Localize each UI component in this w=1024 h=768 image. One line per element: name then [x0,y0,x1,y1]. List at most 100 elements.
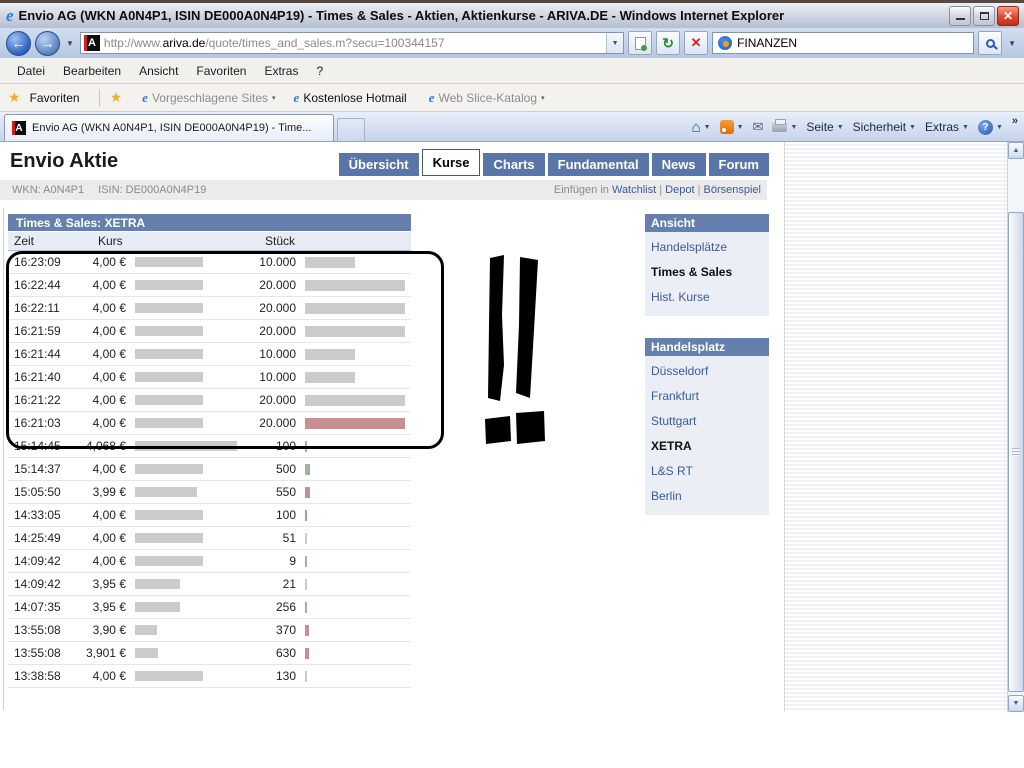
trade-price: 4,00 € [92,347,126,361]
annotation-exclamation-marks [485,255,545,444]
menu-item[interactable]: Favoriten [196,63,247,78]
favorites-bar-item[interactable]: e Kostenlose Hotmail [293,89,407,105]
search-options-caret-icon[interactable]: ▼ [1008,38,1016,48]
close-button[interactable]: ✕ [997,5,1019,26]
isin-value: ISIN: DE000A0N4P19 [98,184,207,196]
feeds-button[interactable]: ▼ [719,120,744,134]
trade-price: 4,00 € [92,531,126,545]
volume-bar [305,533,307,544]
table-header-row: Zeit Kurs Stück [8,232,411,251]
recent-pages-caret-icon[interactable]: ▼ [66,38,74,48]
menu-item[interactable]: Datei [17,63,46,78]
volume-bar [305,510,307,521]
favorites-bar-item[interactable]: e Vorgeschlagene Sites ▾ [142,89,276,105]
url-dropdown-caret-icon[interactable]: ▼ [606,33,624,53]
trade-volume: 20.000 [259,324,296,338]
ariva-favicon: A [83,35,100,51]
trade-price: 4,00 € [92,393,126,407]
column-header-kurs: Kurs [98,234,123,248]
trade-time: 14:09:42 [14,554,61,568]
forward-button[interactable]: → [35,30,60,56]
trade-time: 13:38:58 [14,669,61,683]
page-tabs: Übersicht Kurse Charts Fundamental News Forum [338,149,769,176]
new-tab-stub[interactable] [337,118,365,141]
restore-button[interactable] [973,5,995,26]
price-bar [135,372,203,382]
insert-link[interactable]: Depot [665,184,703,196]
sidebar-item[interactable]: XETRA [651,439,692,453]
price-bar [135,556,203,566]
sidebar-item[interactable]: Stuttgart [651,414,697,428]
trade-time: 16:21:40 [14,370,61,384]
page-tab[interactable]: Forum [708,153,769,176]
price-bar [135,395,203,405]
insert-link[interactable]: Börsenspiel [703,184,761,196]
trade-price: 4,00 € [92,255,126,269]
toolbar-overflow-button[interactable]: » [1011,115,1018,127]
sidebar-item[interactable]: L&S RT [651,464,693,478]
minimize-button[interactable] [949,5,971,26]
stop-button[interactable]: ✕ [684,31,709,55]
sidebar-item[interactable]: Frankfurt [651,389,700,403]
menu-item[interactable]: Extras [264,63,299,78]
restore-icon [979,11,989,20]
back-button[interactable]: ← [6,30,31,56]
read-mail-button[interactable]: ✉ [753,119,764,135]
trade-price: 3,99 € [92,485,126,499]
command-bar-button[interactable]: Extras ▼ [924,120,969,134]
table-row: 15:14:37 4,00 € 500 [8,458,411,481]
window-title: Envio AG (WKN A0N4P1, ISIN DE000A0N4P19)… [18,8,785,23]
volume-bar [305,395,405,406]
menu-bar: Datei Bearbeiten Ansicht Favoriten Extras? [0,58,1024,84]
search-input[interactable]: FINANZEN [712,32,975,54]
page-tab[interactable]: Übersicht [338,153,419,176]
scroll-up-button[interactable]: ▲ [1008,142,1024,159]
sidebar-item[interactable]: Berlin [651,489,682,503]
magnifier-icon [985,38,995,48]
scrollbar-thumb[interactable] [1008,212,1024,692]
browser-tab[interactable]: A Envio AG (WKN A0N4P1, ISIN DE000A0N4P1… [4,114,334,141]
search-button[interactable] [978,31,1003,55]
content-left-rule [3,208,4,710]
page-content: Envio Aktie Übersicht Kurse Charts Fundamen… [0,142,783,712]
add-favorite-button[interactable]: ★ [110,89,128,107]
price-bar [135,257,203,267]
address-bar[interactable]: A http://www.ariva.de/quote/times_and_sa… [79,32,625,54]
dropdown-caret-icon: ▼ [703,123,711,131]
table-row: 14:33:05 4,00 € 100 [8,504,411,527]
print-button[interactable]: ▼ [772,119,797,132]
sidebar-gap [645,316,769,338]
price-bar [135,418,203,428]
ie-page-icon: e [428,89,435,105]
page-tab[interactable]: Fundamental [547,153,649,176]
price-bar [135,510,203,520]
insert-link[interactable]: Watchlist [612,184,665,196]
compatibility-view-button[interactable] [628,31,653,55]
refresh-button[interactable]: ↻ [656,31,681,55]
command-bar-button[interactable]: Seite ▼ [806,120,844,134]
ie-page-icon: e [142,89,148,105]
scroll-down-button[interactable]: ▼ [1008,695,1024,712]
favorites-bar-item[interactable]: e Web Slice-Katalog ▾ [428,89,545,105]
command-bar-button[interactable]: Sicherheit ▼ [852,120,916,134]
trade-price: 4,00 € [92,462,126,476]
sidebar-item[interactable]: Handelsplätze [651,240,728,254]
page-title: Envio Aktie [10,150,119,172]
sidebar-item[interactable]: Times & Sales [651,265,733,279]
table-row: 15:05:50 3,99 € 550 [8,481,411,504]
navigation-bar: ← → ▼ A http://www.ariva.de/quote/times_… [0,28,1024,58]
home-button[interactable]: ⌂ ▼ [692,119,711,136]
favorites-button[interactable]: ★ Favoriten [8,89,80,105]
page-tab[interactable]: Charts [483,153,545,176]
annotation-rectangle [6,251,444,449]
sidebar-item[interactable]: Düsseldorf [651,364,709,378]
help-button[interactable]: ? ▼ [977,119,1003,135]
page-tab[interactable]: Kurse [421,149,481,176]
menu-item[interactable]: ? [316,63,324,78]
sidebar-item[interactable]: Hist. Kurse [651,290,710,304]
menu-item[interactable]: Bearbeiten [63,63,122,78]
menu-item[interactable]: Ansicht [139,63,179,78]
search-value: FINANZEN [737,36,798,50]
vertical-scrollbar[interactable]: ▲ ▼ [1007,142,1024,712]
page-tab[interactable]: News [651,153,706,176]
